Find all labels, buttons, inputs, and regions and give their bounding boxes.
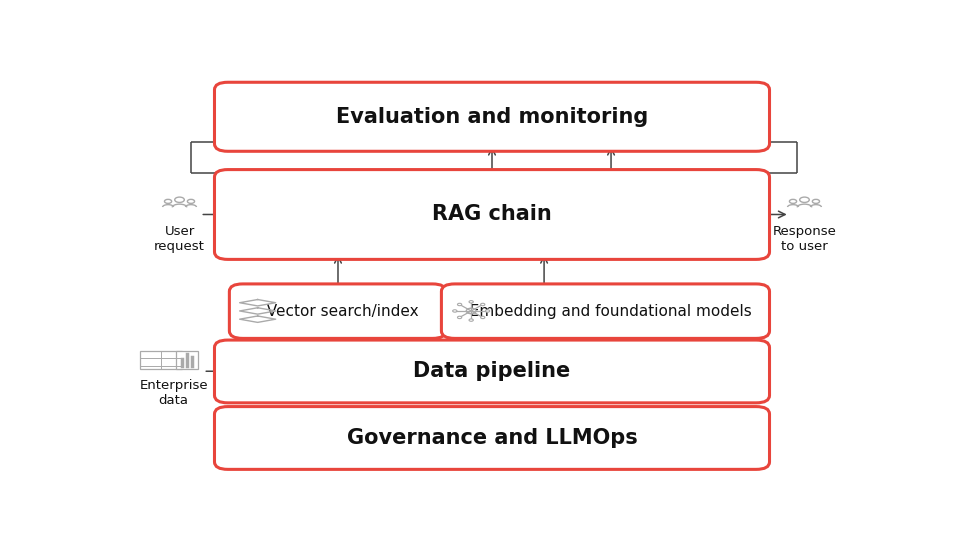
Text: Vector search/index: Vector search/index <box>257 303 419 319</box>
Circle shape <box>486 310 490 312</box>
FancyBboxPatch shape <box>229 284 445 339</box>
Circle shape <box>800 197 809 202</box>
Circle shape <box>812 199 820 204</box>
Circle shape <box>481 316 485 319</box>
Circle shape <box>453 310 457 312</box>
Circle shape <box>175 197 184 202</box>
Text: Data pipeline: Data pipeline <box>414 361 570 381</box>
Text: Governance and LLMOps: Governance and LLMOps <box>347 428 637 448</box>
Circle shape <box>469 319 473 321</box>
Text: RAG chain: RAG chain <box>432 205 552 225</box>
Circle shape <box>467 308 476 314</box>
Circle shape <box>789 199 797 204</box>
FancyBboxPatch shape <box>140 352 181 369</box>
Circle shape <box>458 303 462 306</box>
Text: Enterprise
data: Enterprise data <box>139 379 208 407</box>
FancyBboxPatch shape <box>214 82 770 151</box>
FancyBboxPatch shape <box>214 407 770 469</box>
Text: Response
to user: Response to user <box>773 225 836 253</box>
Circle shape <box>187 199 195 204</box>
Text: User
request: User request <box>155 225 204 253</box>
FancyBboxPatch shape <box>442 284 770 339</box>
Circle shape <box>481 303 485 306</box>
Circle shape <box>458 316 462 319</box>
FancyBboxPatch shape <box>176 352 199 369</box>
Circle shape <box>164 199 172 204</box>
FancyBboxPatch shape <box>214 340 770 403</box>
Text: Embedding and foundational models: Embedding and foundational models <box>460 303 752 319</box>
FancyBboxPatch shape <box>214 170 770 259</box>
Text: Evaluation and monitoring: Evaluation and monitoring <box>336 107 648 127</box>
Circle shape <box>469 301 473 303</box>
